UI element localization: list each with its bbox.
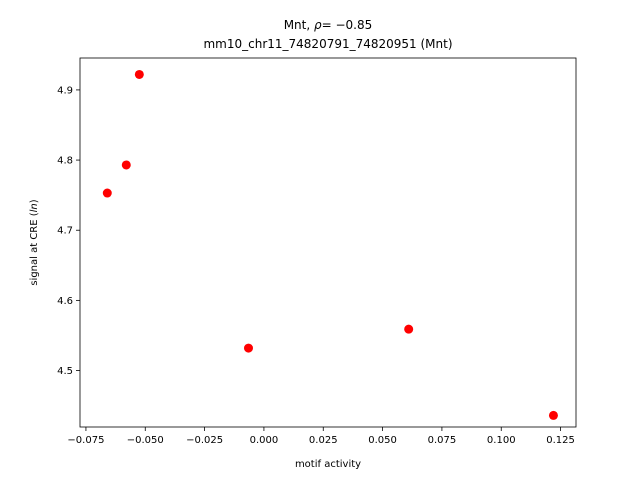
x-tick-label: −0.050 [127,435,164,446]
y-tick-label: 4.9 [57,85,73,96]
scatter-point [548,410,558,420]
x-tick-label: 0.125 [546,435,575,446]
x-axis-label: motif activity [295,459,361,470]
x-tick-label: 0.075 [428,435,457,446]
y-axis-ticks: 4.5 4.6 4.7 4.8 4.9 [57,85,80,377]
x-tick-label: −0.025 [186,435,223,446]
scatter-point [121,160,131,170]
chart-title-line2: mm10_chr11_74820791_74820951 (Mnt) [203,37,452,51]
y-tick-label: 4.7 [57,226,73,237]
y-tick-label: 4.6 [57,296,73,307]
x-tick-label: 0.000 [250,435,279,446]
scatter-point [404,324,414,334]
y-tick-label: 4.8 [57,156,73,167]
chart-title-line1: Mnt, ρ= −0.85 [284,18,373,32]
axes-frame [79,57,577,428]
scatter-point [243,343,253,353]
x-tick-label: −0.075 [67,435,104,446]
x-tick-label: 0.025 [309,435,338,446]
scatter-point [134,69,144,79]
scatter-point [102,188,112,198]
x-tick-label: 0.050 [368,435,397,446]
x-tick-label: 0.100 [487,435,516,446]
y-tick-label: 4.5 [57,366,73,377]
y-axis-label: signal at CRE (ln) [29,199,40,285]
data-points [102,69,558,420]
x-axis-ticks: −0.075 −0.050 −0.025 0.000 0.025 0.050 0.075 0.… [67,427,575,446]
